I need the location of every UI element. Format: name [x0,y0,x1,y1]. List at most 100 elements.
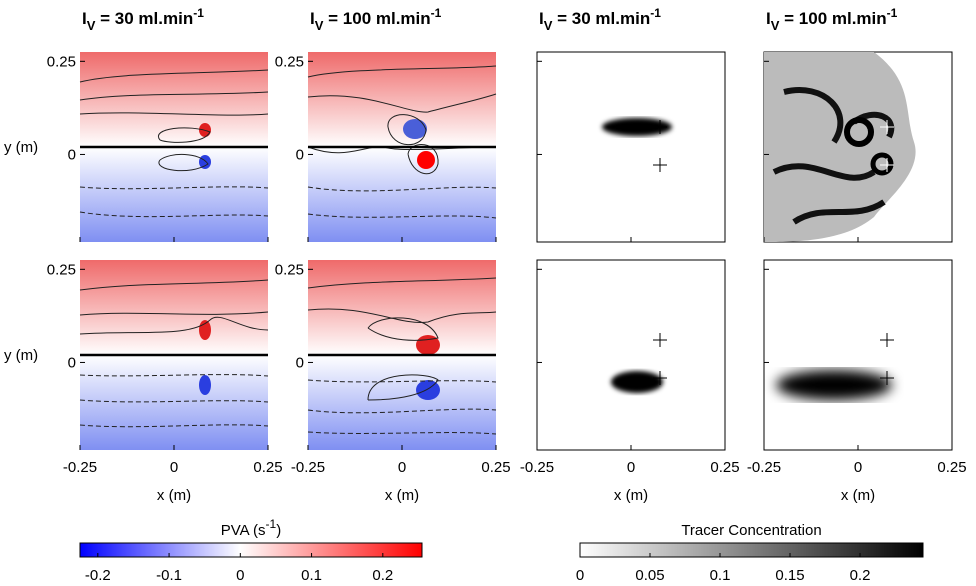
vortex [199,320,211,340]
vortex [403,119,427,139]
colorbar-tick-label: 0.15 [775,567,804,584]
title-subscript: V [87,18,96,33]
title-symbol: I [766,9,771,28]
x-axis-label: x (m) [841,487,875,504]
contour-negative [307,408,497,414]
x-tick-label: 0 [627,459,635,476]
colorbar-label-text: PVA (s [221,522,266,539]
title-superscript: -1 [193,6,204,20]
tracer-field [536,259,726,451]
column-title: IV = 100 ml.min-1 [310,6,442,33]
colorbar [579,542,924,558]
y-axis-label: y (m) [4,139,38,156]
tracer-swirl [764,52,916,242]
contour [367,374,439,401]
y-tick-label: 0.25 [275,261,304,278]
source-cross [653,333,667,347]
source-cross [653,158,667,172]
title-subscript: V [771,18,780,33]
vortex [199,375,211,395]
x-tick-label: 0 [398,459,406,476]
y-tick-label: 0 [68,354,76,371]
vortex [199,155,211,169]
y-tick-label: 0.25 [275,53,304,70]
title-symbol: I [82,9,87,28]
contour [79,311,269,316]
x-axis-label: x (m) [385,487,419,504]
y-tick-label: 0 [296,354,304,371]
tracer-field [763,259,953,451]
title-text: = 30 ml.min [95,9,193,28]
y-tick-label: 0.25 [47,261,76,278]
x-tick-label: 0.25 [710,459,739,476]
x-tick-label: 0 [170,459,178,476]
colorbar-tick-label: 0.05 [635,567,664,584]
colorbar-tick-label: 0.2 [850,567,871,584]
panel [536,259,726,451]
tracer-filament [783,87,844,144]
contour-negative [79,424,269,428]
colorbar-tick-label: 0 [576,567,584,584]
contour [307,93,497,113]
panel [763,259,953,451]
y-tick-label: 0.25 [47,53,76,70]
panel [307,52,497,242]
contour-negative [307,186,497,192]
colorbar-label-end: ) [276,522,281,539]
panel [79,260,269,450]
x-axis-label: x (m) [614,487,648,504]
source-cross [880,333,894,347]
contour [307,277,497,289]
contour-negative [79,399,269,403]
colorbar-label: Tracer Concentration [681,522,821,539]
tracer-filament [772,163,876,181]
contour [367,317,439,341]
x-tick-label: -0.25 [291,459,325,476]
contour [307,65,497,78]
panel [79,52,269,242]
source-cross [653,371,667,385]
source-cross [653,120,667,134]
colorbar-tick-label: -0.2 [85,567,111,584]
column-title: IV = 30 ml.min-1 [82,6,204,33]
colorbar-tick-label: 0 [236,567,244,584]
contour [79,91,269,101]
title-text: = 100 ml.min [323,9,430,28]
y-tick-label: 0 [68,146,76,163]
contour-negative [307,379,497,383]
title-subscript: V [315,18,324,33]
contour [79,279,269,291]
column-title: IV = 100 ml.min-1 [766,6,898,33]
x-tick-label: -0.25 [520,459,554,476]
contour [158,154,209,172]
y-axis-label: y (m) [4,347,38,364]
colorbar-label: PVA (s-1) [221,517,281,539]
x-tick-label: -0.25 [63,459,97,476]
title-superscript: -1 [431,6,442,20]
x-tick-label: 0.25 [937,459,966,476]
vortex [417,151,435,169]
contour [387,114,427,146]
contour [157,127,211,143]
contour-negative [307,431,497,435]
tracer-filament [792,199,886,225]
colorbar-tick-label: 0.2 [372,567,393,584]
contour [79,69,269,83]
contour [79,112,269,116]
contour-negative [79,186,269,190]
contour-negative [79,211,269,218]
title-symbol: I [539,9,544,28]
title-superscript: -1 [887,6,898,20]
x-tick-label: 0.25 [253,459,282,476]
colorbar-label-text: Tracer Concentration [681,522,821,539]
title-text: = 30 ml.min [552,9,650,28]
tracer-field [536,51,726,243]
x-axis-label: x (m) [157,487,191,504]
panel [763,51,953,243]
contour [79,316,269,335]
colorbar-label-sup: -1 [266,517,277,531]
colorbar-tick-label: -0.1 [156,567,182,584]
tracer-eddy [870,152,894,176]
contour-negative [79,374,269,377]
